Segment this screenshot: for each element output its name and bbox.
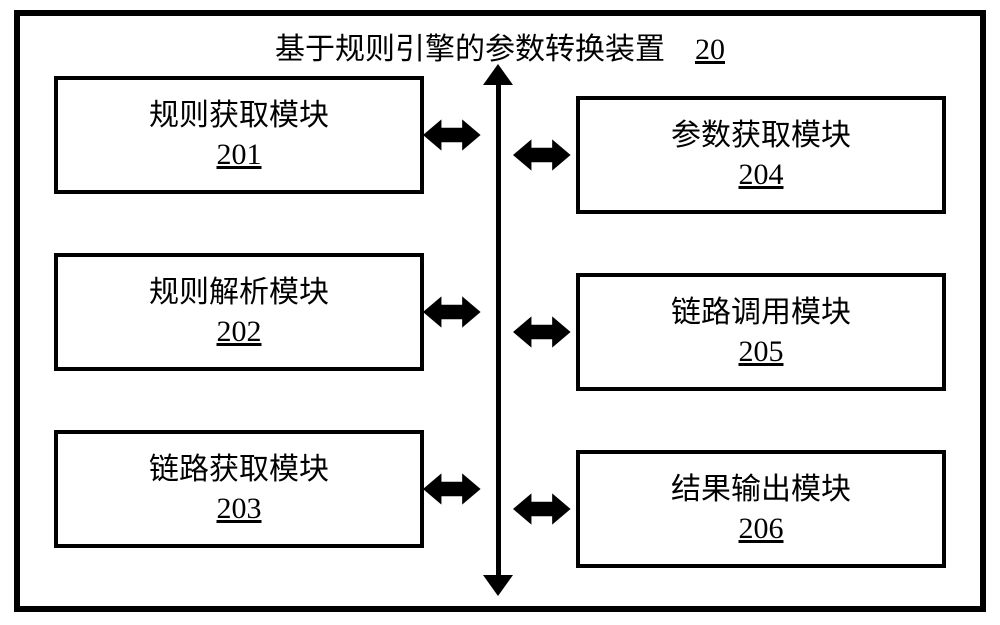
- module-203: 链路获取模块203: [54, 430, 424, 548]
- module-206: 结果输出模块206: [576, 450, 946, 568]
- diagram-canvas: 基于规则引擎的参数转换装置 20 规则获取模块201 规则解析模块202 链路获取模…: [0, 0, 1000, 625]
- module-205: 链路调用模块205: [576, 273, 946, 391]
- module-201: 规则获取模块201: [54, 76, 424, 194]
- module-number: 201: [217, 135, 262, 174]
- module-label: 链路获取模块: [149, 450, 329, 489]
- module-number: 202: [217, 312, 262, 351]
- double-arrow-icon: [423, 471, 481, 507]
- module-label: 规则获取模块: [149, 96, 329, 135]
- module-label: 结果输出模块: [671, 470, 851, 509]
- module-number: 206: [739, 509, 784, 548]
- title-text: 基于规则引擎的参数转换装置: [275, 33, 665, 66]
- module-label: 链路调用模块: [671, 293, 851, 332]
- module-204: 参数获取模块204: [576, 96, 946, 214]
- double-arrow-icon: [513, 137, 571, 173]
- module-label: 规则解析模块: [149, 273, 329, 312]
- double-arrow-icon: [423, 294, 481, 330]
- module-number: 204: [739, 155, 784, 194]
- vertical-axis: [496, 79, 501, 581]
- double-arrow-icon: [423, 117, 481, 153]
- module-number: 205: [739, 332, 784, 371]
- double-arrow-icon: [513, 314, 571, 350]
- module-label: 参数获取模块: [671, 116, 851, 155]
- module-202: 规则解析模块202: [54, 253, 424, 371]
- title-number: 20: [695, 33, 725, 66]
- module-number: 203: [217, 489, 262, 528]
- diagram-title: 基于规则引擎的参数转换装置 20: [250, 24, 750, 68]
- double-arrow-icon: [513, 491, 571, 527]
- arrow-down-icon: [483, 575, 513, 596]
- arrow-up-icon: [483, 64, 513, 85]
